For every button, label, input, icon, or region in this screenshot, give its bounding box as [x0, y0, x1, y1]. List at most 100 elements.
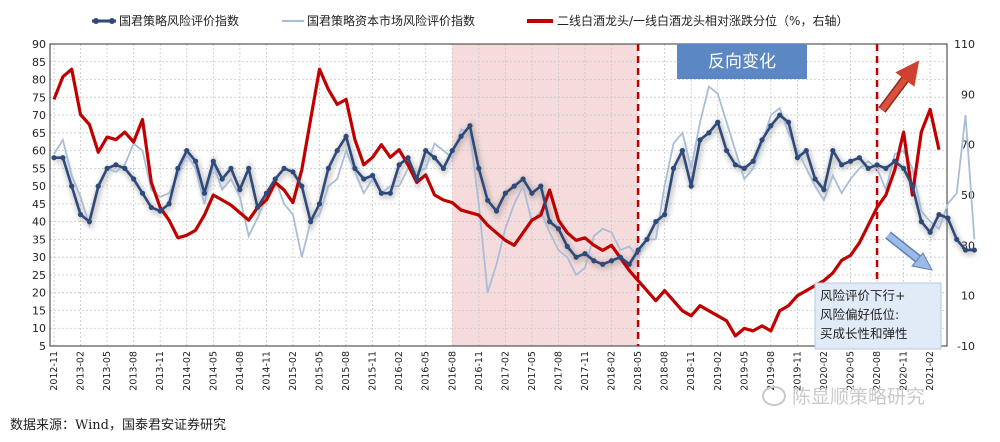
risk-index-point	[157, 208, 163, 214]
left-tick-label: 20	[32, 287, 46, 300]
left-tick-label: 35	[32, 233, 46, 246]
risk-index-point	[803, 147, 809, 154]
x-tick-label: 2015-08	[341, 351, 352, 391]
x-tick-label: 2018-05	[633, 351, 644, 391]
risk-index-point	[334, 147, 340, 154]
risk-index-point	[936, 211, 942, 218]
risk-index-point	[511, 183, 517, 189]
risk-index-point	[131, 176, 137, 182]
risk-index-point	[520, 176, 526, 182]
risk-index-point	[361, 176, 367, 182]
risk-index-point	[830, 147, 836, 154]
x-tick-label: 2021-02	[925, 351, 936, 391]
risk-index-point	[175, 165, 181, 171]
risk-index-point	[679, 147, 685, 154]
risk-index-point	[104, 165, 110, 171]
risk-index-point	[945, 215, 951, 221]
risk-index-point	[60, 155, 66, 161]
risk-index-point	[750, 158, 756, 164]
risk-index-point	[856, 155, 862, 161]
risk-index-point	[608, 258, 615, 264]
risk-index-point	[794, 155, 801, 161]
watermark-text: 陈显顺策略研究	[792, 386, 926, 408]
risk-index-point	[122, 165, 128, 171]
left-tick-label: 45	[32, 198, 46, 211]
risk-index-point	[290, 169, 296, 175]
risk-index-point	[918, 219, 924, 225]
wechat-icon	[762, 385, 786, 406]
risk-index-point	[724, 147, 730, 154]
risk-index-point	[352, 165, 358, 171]
risk-index-point	[308, 219, 314, 225]
x-tick-label: 2017-02	[500, 351, 511, 391]
risk-index-point	[343, 133, 349, 139]
risk-index-point	[617, 254, 624, 260]
risk-index-point	[759, 137, 765, 143]
series-layer	[51, 67, 978, 338]
legend-item-risk-index: 国君策略风险评价指数	[92, 13, 239, 28]
x-tick-label: 2013-08	[129, 351, 140, 391]
x-tick-label: 2013-02	[76, 351, 87, 391]
legend-label-baijiu-ratio: 二线白酒龙头/一线白酒龙头相对涨跌分位（%，右轴）	[557, 13, 848, 28]
x-tick-label: 2019-02	[713, 351, 724, 391]
risk-index-point	[839, 162, 845, 168]
risk-index-point	[812, 176, 818, 182]
legend-item-capital-market-index: 国君策略资本市场风险评价指数	[282, 13, 475, 28]
risk-index-point	[670, 165, 677, 171]
note-line-1: 风险评价下行+	[820, 288, 905, 303]
plot-frame	[49, 43, 948, 347]
risk-index-point	[892, 158, 898, 164]
up-arrow-icon	[878, 60, 920, 113]
x-tick-label: 2016-11	[474, 351, 485, 391]
risk-index-point	[325, 165, 331, 171]
right-tick-label: 10	[961, 290, 975, 303]
risk-index-point	[555, 226, 562, 232]
risk-index-point	[635, 247, 641, 253]
left-tick-label: 75	[32, 91, 46, 104]
right-tick-label: 110	[954, 38, 975, 51]
x-tick-label: 2016-02	[394, 351, 405, 391]
risk-index-point	[440, 165, 446, 171]
risk-index-point	[626, 261, 632, 267]
risk-index-point	[148, 204, 154, 211]
right-tick-label: 90	[961, 88, 975, 101]
risk-index-point	[77, 211, 84, 218]
x-tick-label: 2014-08	[235, 351, 246, 391]
risk-index-point	[971, 247, 978, 253]
risk-index-point	[865, 165, 871, 171]
left-tick-label: 10	[32, 322, 46, 335]
annotation-reverse-change: 反向变化	[677, 44, 807, 79]
risk-index-point	[405, 155, 411, 161]
risk-index-point	[166, 201, 172, 207]
risk-index-point	[86, 219, 92, 225]
risk-index-point	[653, 219, 659, 225]
risk-index-point	[113, 162, 119, 168]
risk-index-point	[396, 162, 402, 168]
risk-index-point	[732, 162, 739, 168]
right-tick-label: 50	[961, 189, 975, 202]
risk-index-point	[370, 172, 376, 179]
risk-index-point	[467, 123, 473, 129]
x-tick-label: 2016-05	[421, 351, 432, 391]
risk-index-point	[547, 219, 553, 225]
down-arrow-icon	[885, 231, 933, 271]
risk-index-point	[706, 130, 712, 136]
left-tick-label: 60	[32, 145, 46, 158]
risk-index-point	[715, 119, 721, 125]
x-tick-label: 2014-05	[208, 351, 219, 391]
risk-index-point	[874, 162, 880, 168]
legend: 国君策略风险评价指数 国君策略资本市场风险评价指数 二线白酒龙头/一线白酒龙头相…	[92, 13, 848, 28]
risk-index-point	[246, 165, 252, 171]
left-tick-label: 25	[32, 269, 46, 282]
x-tick-label: 2018-11	[686, 351, 697, 391]
risk-index-point	[847, 158, 854, 164]
risk-index-point	[281, 165, 287, 171]
risk-index-point	[502, 190, 508, 196]
watermark: 陈显顺策略研究	[762, 382, 925, 409]
risk-index-point	[228, 165, 234, 171]
left-tick-label: 80	[32, 74, 46, 87]
risk-index-point	[901, 165, 907, 171]
risk-index-point	[785, 119, 792, 125]
left-tick-label: 40	[32, 216, 46, 229]
